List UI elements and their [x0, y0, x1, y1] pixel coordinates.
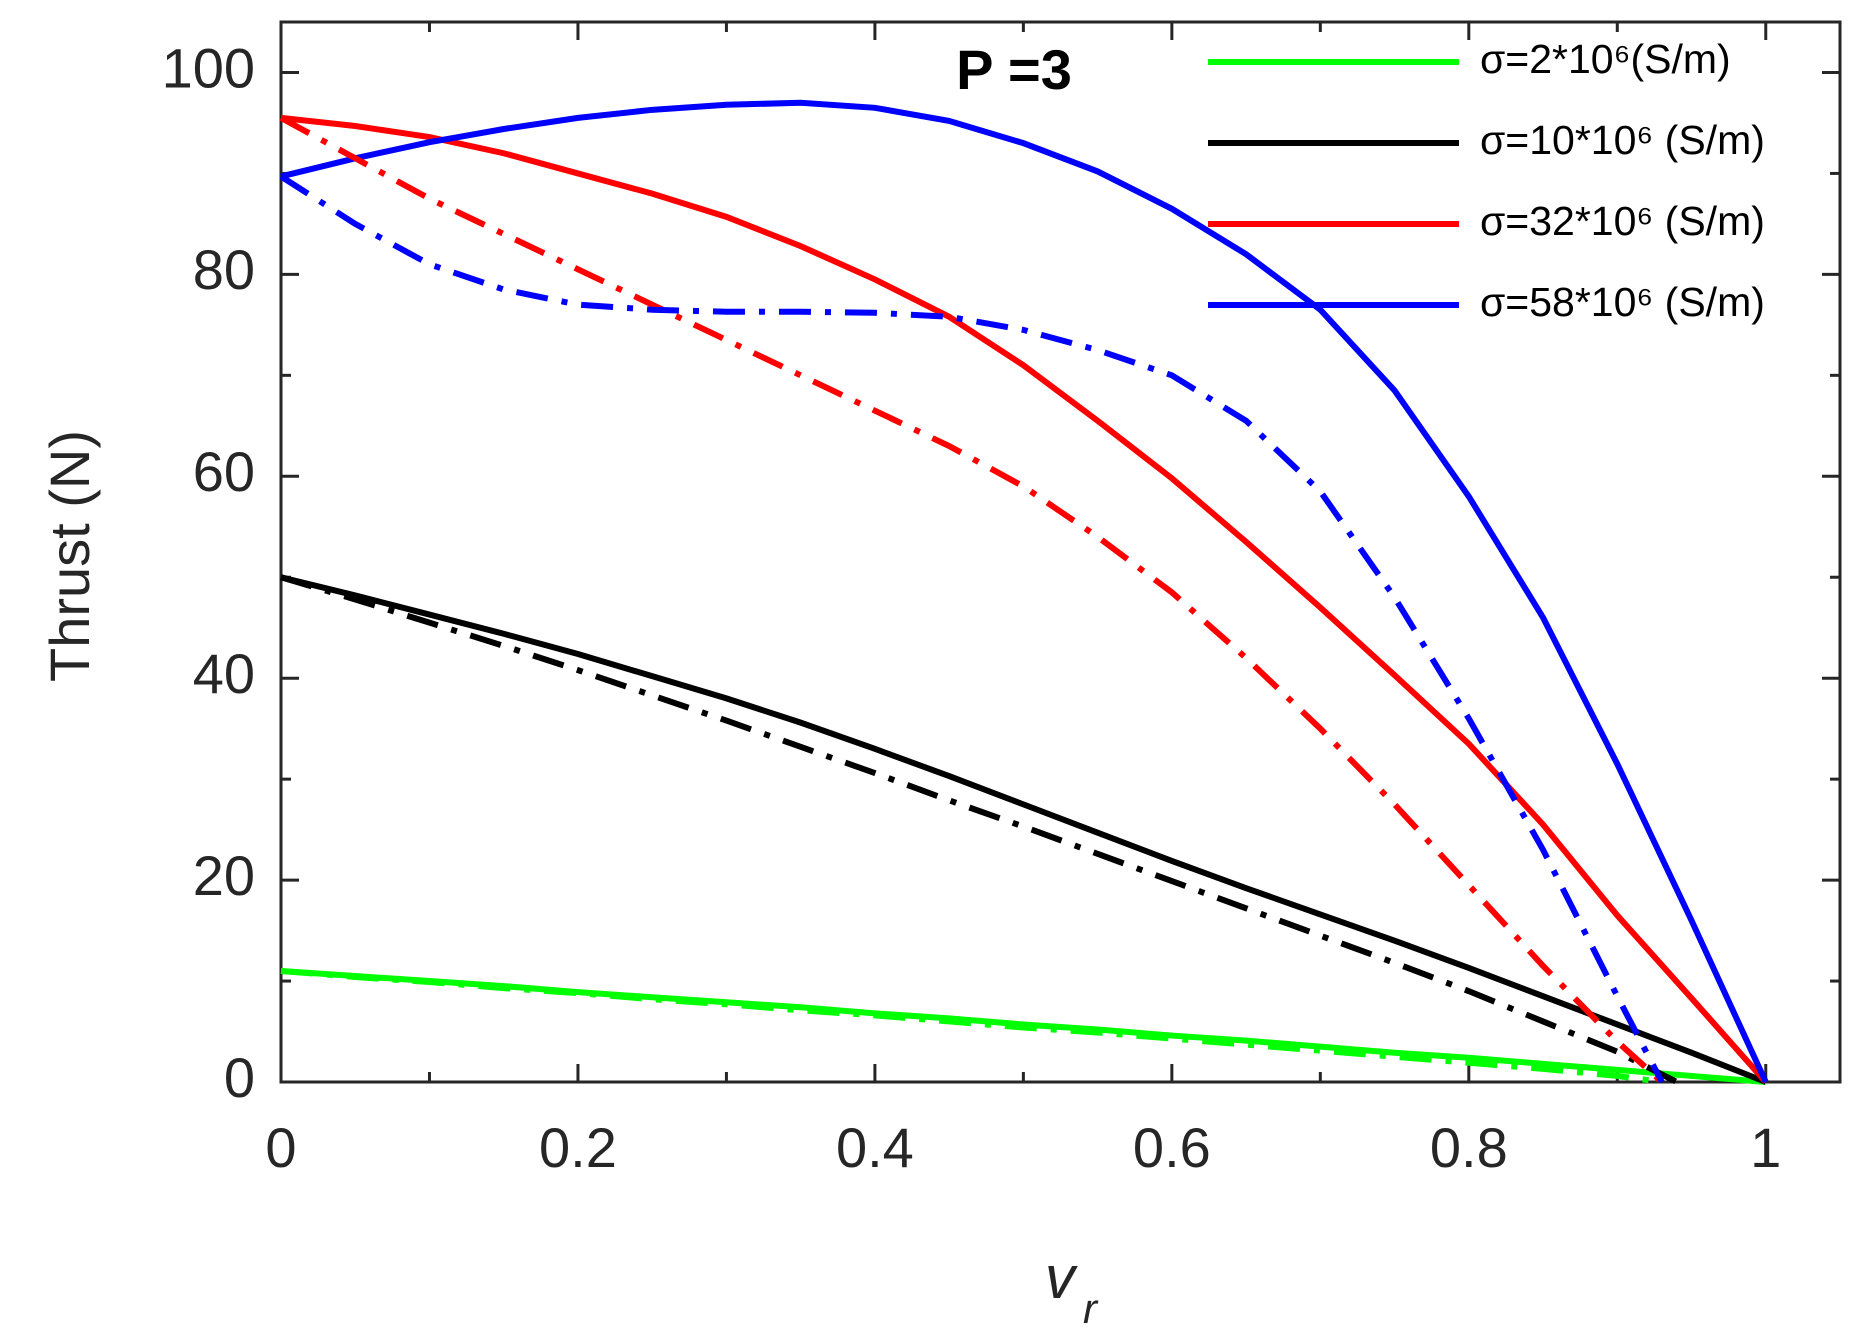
- x-tick-label: 0.4: [836, 1116, 914, 1179]
- y-tick-label: 40: [193, 642, 255, 705]
- x-tick-label: 1: [1750, 1116, 1781, 1179]
- y-tick-label: 0: [224, 1046, 255, 1109]
- legend-label: σ=58*10⁶ (S/m): [1480, 279, 1765, 325]
- x-tick-label: 0.6: [1133, 1116, 1211, 1179]
- x-axis-label-subscript: r: [1083, 1285, 1099, 1332]
- y-axis-label: Thrust (N): [38, 430, 101, 682]
- series-line: [279, 115, 1664, 1085]
- y-tick-label: 60: [193, 440, 255, 503]
- series-line: [280, 574, 1767, 1085]
- legend-label: σ=2*10⁶(S/m): [1480, 36, 1731, 82]
- x-tick-label: 0.8: [1430, 1116, 1508, 1179]
- x-tick-label: 0.2: [539, 1116, 617, 1179]
- legend-label: σ=10*10⁶ (S/m): [1480, 117, 1765, 163]
- y-tick-label: 100: [162, 36, 255, 99]
- y-tick-label: 20: [193, 844, 255, 907]
- series-line: [280, 114, 1769, 1084]
- y-tick-label: 80: [193, 238, 255, 301]
- legend-label: σ=32*10⁶ (S/m): [1480, 198, 1765, 244]
- series-line: [280, 99, 1769, 1084]
- series-line: [280, 574, 1679, 1085]
- x-tick-label: 0: [265, 1116, 296, 1179]
- chart-title: P =3: [956, 38, 1072, 101]
- x-axis-label: v: [1045, 1244, 1078, 1311]
- series-line: [280, 967, 1663, 1085]
- plot-frame: [279, 20, 1842, 1084]
- series-line: [279, 173, 1665, 1084]
